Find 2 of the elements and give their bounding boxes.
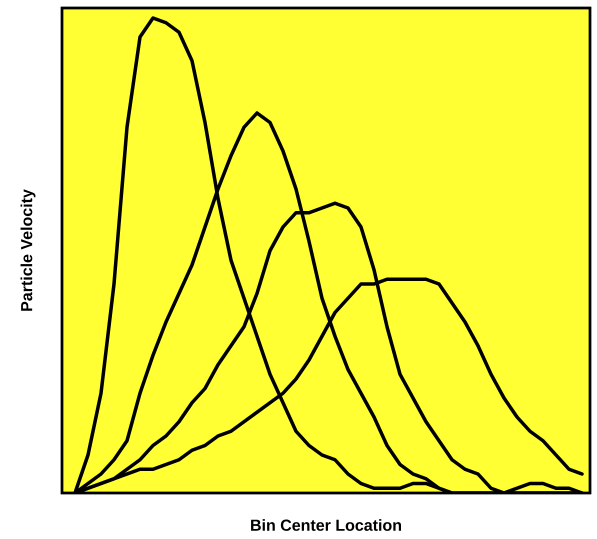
y-axis-title: Particle Velocity: [20, 189, 36, 311]
x-axis-title: Bin Center Location: [251, 519, 401, 531]
